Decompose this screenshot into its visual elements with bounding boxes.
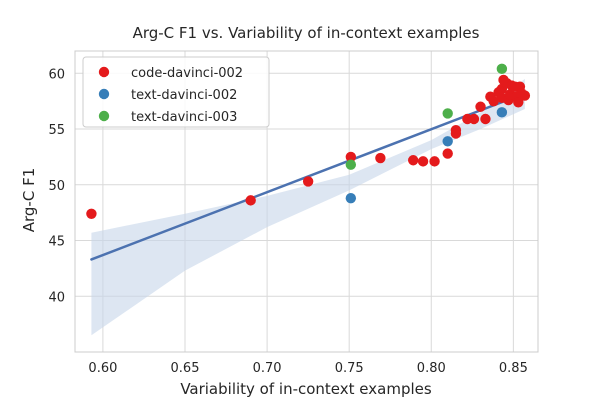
y-tick-label: 45 [48, 235, 65, 250]
point-code-davinci-002 [417, 156, 429, 167]
point-text-davinci-003 [442, 108, 453, 119]
legend-marker-text-davinci-003 [98, 110, 110, 122]
legend-marker-text-davinci-002 [98, 88, 110, 100]
legend-label: code-davinci-002 [131, 66, 243, 81]
x-tick-label: 0.70 [253, 361, 282, 376]
x-tick-label: 0.65 [171, 361, 200, 376]
y-tick-labels: 40 45 50 55 60 [48, 67, 65, 305]
point-code-davinci-002 [450, 124, 462, 136]
point-text-davinci-003 [496, 63, 508, 75]
point-text-davinci-002 [345, 192, 357, 204]
x-axis-label: Variability of in-context examples [180, 380, 432, 398]
x-tick-label: 0.75 [335, 361, 364, 376]
point-code-davinci-002 [513, 97, 524, 108]
legend-marker-code-davinci-002 [98, 66, 110, 78]
point-code-davinci-002 [408, 155, 419, 166]
point-code-davinci-002 [302, 176, 314, 187]
point-code-davinci-002 [442, 148, 453, 159]
data-points [86, 63, 531, 219]
legend-box [82, 56, 270, 128]
point-code-davinci-002 [519, 90, 531, 101]
point-code-davinci-002 [245, 195, 256, 206]
y-axis-label: Arg-C F1 [20, 168, 38, 233]
legend-label: text-davinci-003 [131, 110, 237, 125]
point-code-davinci-002 [345, 151, 357, 163]
y-tick-label: 60 [48, 67, 65, 82]
chart-title: Arg-C F1 vs. Variability of in-context e… [133, 24, 480, 42]
point-text-davinci-002 [496, 107, 508, 118]
point-code-davinci-002 [475, 101, 486, 112]
point-text-davinci-002 [442, 136, 453, 147]
confidence-band [91, 78, 525, 336]
confidence-band-layer [91, 78, 525, 336]
plot-frame [74, 50, 539, 353]
point-code-davinci-002 [468, 113, 480, 125]
point-code-davinci-002 [375, 152, 386, 164]
point-code-davinci-002 [480, 113, 491, 125]
x-tick-label: 0.60 [88, 361, 117, 376]
x-tick-label: 0.80 [417, 361, 446, 376]
point-code-davinci-002 [429, 156, 440, 167]
point-text-davinci-003 [345, 159, 357, 170]
legend-label: text-davinci-002 [131, 88, 237, 103]
point-code-davinci-002 [488, 95, 499, 107]
legend: code-davinci-002 text-davinci-002 text-dav… [82, 56, 270, 128]
y-tick-label: 50 [48, 179, 65, 194]
y-tick-label: 55 [48, 123, 65, 138]
x-tick-labels: 0.60 0.65 0.70 0.75 0.80 0.85 [88, 361, 527, 376]
x-tick-label: 0.85 [499, 361, 528, 376]
y-tick-label: 40 [48, 290, 65, 305]
point-code-davinci-002 [86, 208, 97, 219]
